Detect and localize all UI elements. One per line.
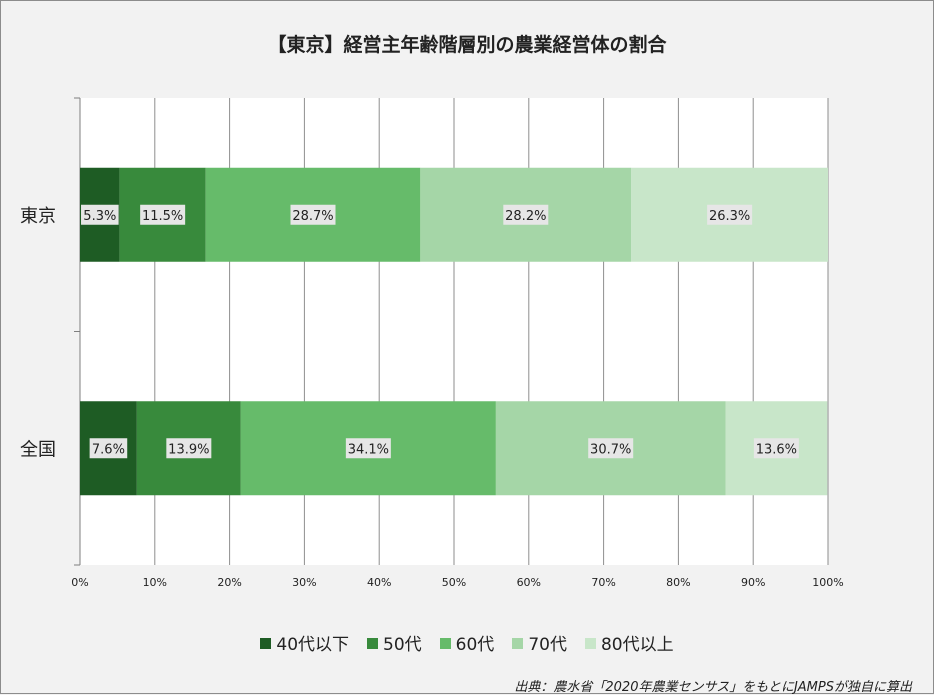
data-label: 13.9% <box>168 442 209 457</box>
data-label-box <box>140 204 186 225</box>
chart-title: 【東京】経営主年齢階層別の農業経営体の割合 <box>267 34 667 56</box>
x-tick-label: 100% <box>812 576 843 589</box>
legend-label: 70代 <box>528 635 567 655</box>
data-label-box <box>503 204 549 225</box>
data-label: 26.3% <box>709 209 750 224</box>
x-tick-label: 0% <box>71 576 88 589</box>
x-tick-label: 70% <box>591 576 615 589</box>
data-label: 11.5% <box>142 209 183 224</box>
legend-item: 60代 <box>439 630 495 655</box>
legend-label: 40代以下 <box>276 635 350 655</box>
x-tick-label: 30% <box>292 576 316 589</box>
legend: 40代以下 50代 60代 70代 80代以上 <box>0 630 934 655</box>
data-label: 34.1% <box>348 442 389 457</box>
x-tick-label: 80% <box>666 576 690 589</box>
data-label-box <box>753 438 799 459</box>
data-label: 13.6% <box>756 442 797 457</box>
legend-label: 50代 <box>383 635 422 655</box>
data-label-box <box>81 204 119 225</box>
data-label: 5.3% <box>83 209 116 224</box>
legend-item: 80代以上 <box>584 630 674 655</box>
category-label: 全国 <box>20 439 56 460</box>
legend-swatch <box>512 637 524 649</box>
data-label-box <box>89 438 128 459</box>
data-label-box <box>707 204 753 225</box>
legend-label: 60代 <box>455 635 495 655</box>
data-label-box <box>588 438 634 459</box>
legend-item: 70代 <box>512 630 567 655</box>
data-label-box <box>166 438 212 459</box>
source-note: 出典：農水省「2020年農業センサス」をもとにJAMPSが独自に算出 <box>514 680 912 695</box>
data-label: 28.2% <box>505 209 546 224</box>
legend-label: 80代以上 <box>600 635 674 655</box>
data-label: 7.6% <box>92 442 125 457</box>
x-tick-label: 90% <box>741 576 765 589</box>
legend-swatch <box>439 637 451 649</box>
data-label-box <box>345 438 391 459</box>
x-tick-label: 20% <box>217 576 241 589</box>
data-label: 28.7% <box>292 209 333 224</box>
legend-item: 40代以下 <box>260 630 349 655</box>
legend-swatch <box>260 637 272 649</box>
data-label-box <box>290 204 336 225</box>
legend-item: 50代 <box>367 630 422 655</box>
x-tick-label: 40% <box>367 576 391 589</box>
legend-swatch <box>584 637 596 649</box>
data-label: 30.7% <box>590 442 631 457</box>
x-tick-label: 10% <box>143 576 167 589</box>
legend-swatch <box>367 637 379 649</box>
x-tick-label: 50% <box>442 576 466 589</box>
x-tick-label: 60% <box>517 576 541 589</box>
category-label: 東京 <box>20 206 56 227</box>
